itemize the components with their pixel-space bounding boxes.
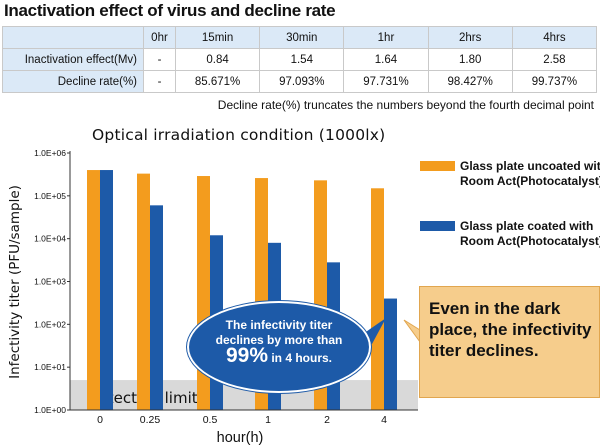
table-cell: 98.427% (427, 70, 513, 93)
x-tick-label: 4 (381, 414, 387, 426)
summary-table: 0hr 15min 30min 1hr 2hrs 4hrs Inactivati… (2, 26, 598, 93)
callout-text: Even in the dark place, the infectivity … (429, 299, 592, 360)
bubble-percent: 99% (225, 344, 268, 367)
legend-label: Glass plate coated with Room Act(Photoca… (460, 219, 600, 248)
table-cell: 99.737% (511, 70, 598, 93)
y-tick-label: 1.0E+05 (34, 191, 66, 201)
y-tick-label: 1.0E+04 (34, 234, 66, 244)
table-header-cell: 15min (174, 26, 261, 49)
y-tick-label: 1.0E+03 (34, 277, 66, 287)
bar-coated (384, 298, 397, 410)
bar-uncoated (137, 173, 150, 410)
chart-title: Optical irradiation condition (1000lx) (92, 126, 386, 144)
page-title: Inactivation effect of virus and decline… (4, 1, 336, 20)
table-row: Decline rate(%) - 85.671% 97.093% 97.731… (2, 70, 598, 93)
legend-swatch-orange (420, 161, 455, 171)
bubble-line: declines by more than (215, 333, 343, 347)
table-header-cell: 2hrs (427, 26, 513, 49)
legend-swatch-blue (420, 221, 455, 231)
table-header-row: 0hr 15min 30min 1hr 2hrs 4hrs (2, 26, 598, 49)
x-tick-label: 2 (324, 414, 330, 426)
table-header-cell: 0hr (143, 26, 176, 49)
x-tick-label: 0 (97, 414, 103, 426)
table-row-label: Decline rate(%) (2, 70, 144, 93)
table-header-cell: 1hr (343, 26, 429, 49)
bar-uncoated (87, 170, 100, 410)
y-axis-title: Infectivity titer (PFU/sample) (7, 185, 23, 379)
decline-bubble: The infectivity titer declines by more t… (187, 301, 371, 393)
table-header-cell (2, 26, 144, 49)
bar-coated (100, 170, 113, 410)
legend-label: Glass plate uncoated with Room Act(Photo… (460, 159, 600, 188)
bar-coated (150, 205, 163, 410)
table-cell: 2.58 (511, 48, 598, 71)
y-tick-label: 1.0E+01 (34, 362, 66, 372)
table-header-cell: 4hrs (511, 26, 598, 49)
dark-place-callout: Even in the dark place, the infectivity … (419, 286, 600, 398)
callout-pointer (403, 319, 421, 344)
bubble-line: The infectivity titer (225, 318, 333, 332)
bar-uncoated (371, 188, 384, 410)
y-tick-label: 1.0E+06 (34, 148, 66, 158)
x-axis-title: hour(h) (217, 430, 264, 446)
y-tick-label: 1.0E+00 (34, 405, 66, 415)
y-tick-label: 1.0E+02 (34, 319, 66, 329)
table-cell: 97.731% (343, 70, 429, 93)
x-tick-label: 0.25 (140, 414, 161, 426)
table-cell: 97.093% (259, 70, 345, 93)
table-footnote: Decline rate(%) truncates the numbers be… (217, 98, 594, 112)
x-tick-label: 0.5 (203, 414, 218, 426)
x-tick-label: 1 (265, 414, 271, 426)
bubble-suffix: in 4 hours. (268, 351, 333, 365)
